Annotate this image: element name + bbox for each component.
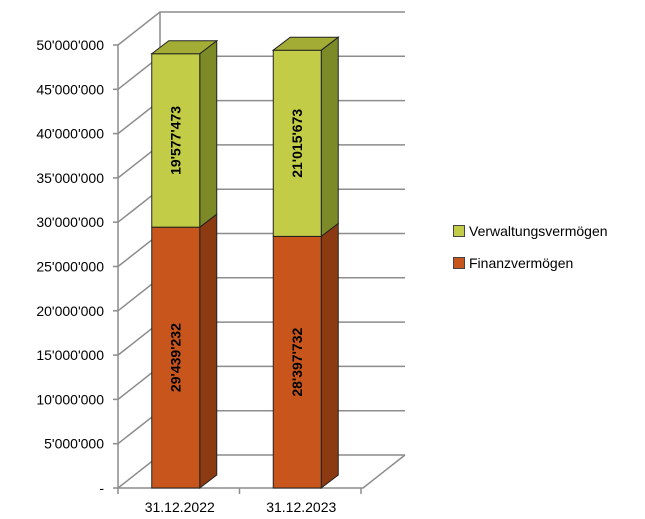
y-tick-label: 40'000'000 — [36, 126, 104, 142]
x-tick-label: 31.12.2023 — [266, 499, 336, 515]
axis-layer: - 5'000'000 10'000'000 15'000'000 20'000'000… — [36, 37, 362, 515]
y-tick-label: 15'000'000 — [36, 347, 104, 363]
label-layer: 29'439'232 19'577'473 28'397'732 21'015'673 — [168, 106, 306, 397]
legend-swatch-finanzvermoegen — [453, 257, 465, 269]
y-tick-label: 30'000'000 — [36, 214, 104, 230]
bar-side — [199, 213, 218, 490]
x-tick-label: 31.12.2022 — [145, 499, 215, 515]
data-label: 19'577'473 — [168, 106, 184, 175]
bar-top — [150, 40, 219, 55]
y-tick-label: 45'000'000 — [36, 81, 104, 97]
legend-label-finanzvermoegen: Finanzvermögen — [469, 255, 574, 271]
legend-label-verwaltungsvermoegen: Verwaltungsvermögen — [469, 223, 608, 239]
y-tick-label: 50'000'000 — [36, 37, 104, 53]
y-tick-label: 20'000'000 — [36, 303, 104, 319]
legend-item-verwaltungsvermoegen: Verwaltungsvermögen — [453, 220, 608, 242]
bar — [272, 49, 322, 237]
y-tick-label: 10'000'000 — [36, 391, 104, 407]
data-label: 28'397'732 — [289, 328, 305, 397]
bar — [151, 226, 201, 489]
bar-top — [271, 36, 340, 51]
bar-side — [199, 39, 218, 229]
legend: Verwaltungsvermögen Finanzvermögen — [453, 220, 608, 284]
data-label: 21'015'673 — [289, 109, 305, 178]
bar-layer — [150, 36, 340, 490]
legend-swatch-verwaltungsvermoegen — [453, 225, 465, 237]
y-tick-label: 35'000'000 — [36, 170, 104, 186]
bar-side — [320, 36, 339, 238]
data-label: 29'439'232 — [168, 323, 184, 392]
y-tick-label: 5'000'000 — [44, 436, 104, 452]
bar — [151, 53, 201, 228]
gridline — [117, 11, 405, 46]
bar-side — [320, 222, 339, 490]
bar — [272, 235, 322, 489]
y-tick-label: - — [99, 480, 104, 496]
y-tick-label: 25'000'000 — [36, 259, 104, 275]
legend-item-finanzvermoegen: Finanzvermögen — [453, 252, 608, 274]
